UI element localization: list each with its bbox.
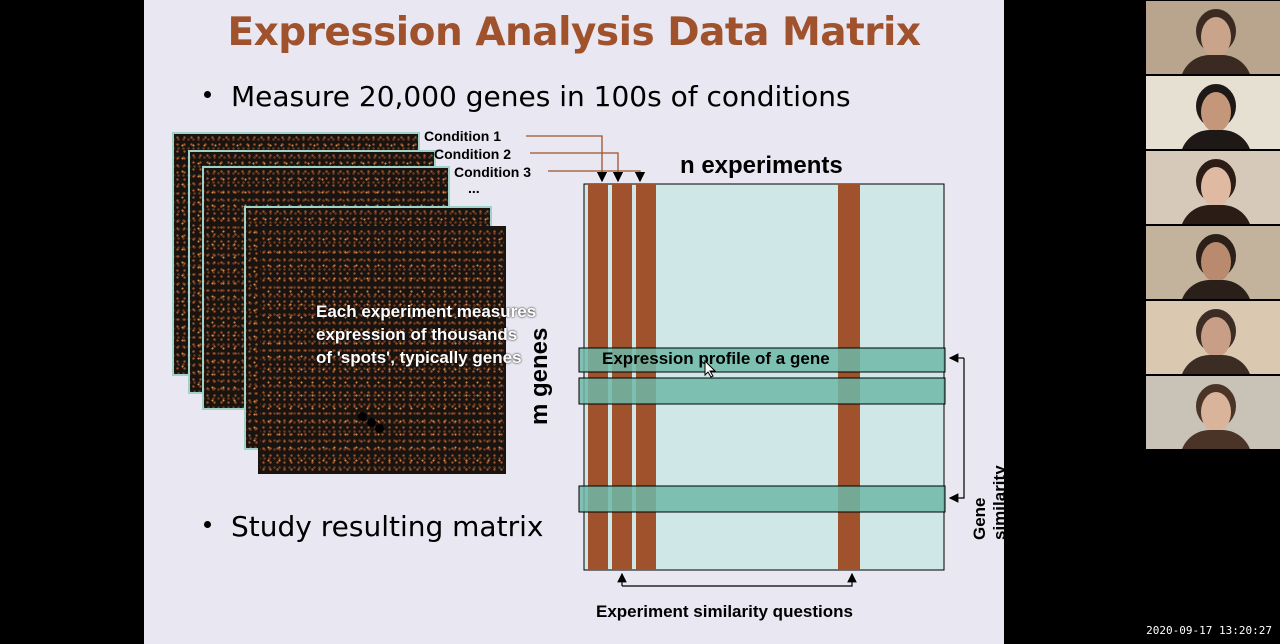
m-genes-label: m genes (526, 327, 553, 425)
matrix-column-1 (588, 184, 608, 570)
participant-face (1201, 392, 1231, 432)
participant-face (1201, 317, 1231, 357)
participant-body (1180, 205, 1252, 224)
participant-face (1201, 17, 1231, 57)
data-matrix-diagram (526, 135, 965, 587)
matrix-column-n (838, 184, 860, 570)
participant-body (1180, 55, 1252, 74)
participant-video-tile[interactable] (1146, 1, 1280, 74)
condition-3-label: Condition 3 (454, 164, 531, 180)
matrix-column-2 (612, 184, 632, 570)
matrix-row-1 (578, 347, 946, 373)
participant-video-tile[interactable] (1146, 376, 1280, 449)
bullet-measure: Measure 20,000 genes in 100s of conditio… (204, 80, 851, 113)
matrix-row-m (578, 485, 946, 513)
participant-video-tile[interactable] (1146, 76, 1280, 149)
gene-similarity-bracket (948, 358, 965, 503)
participant-face (1201, 242, 1231, 282)
gene-similarity-label: Gene similarity questions (970, 465, 1004, 540)
condition-2-label: Condition 2 (434, 146, 511, 162)
participant-face (1201, 167, 1231, 207)
participant-body (1180, 280, 1252, 299)
presentation-slide: Expression Analysis Data Matrix Measure … (144, 0, 1004, 644)
participant-video-tile[interactable] (1146, 151, 1280, 224)
participant-body (1180, 355, 1252, 374)
participant-video-tile[interactable] (1146, 301, 1280, 374)
condition-1-label: Condition 1 (424, 128, 501, 144)
condition-1-arrow (526, 135, 608, 183)
matrix-column-3 (636, 184, 656, 570)
participant-face (1201, 92, 1231, 132)
participant-body (1180, 430, 1252, 449)
condition-ellipsis: ... (468, 180, 480, 196)
slide-title: Expression Analysis Data Matrix (227, 10, 921, 55)
experiment-similarity-bracket-n (622, 572, 857, 587)
condition-2-arrow (530, 152, 624, 183)
recording-timestamp: 2020-09-17 13:20:27 (1146, 624, 1272, 637)
condition-3-arrow (548, 170, 646, 183)
stack-caption: Each experiment measures expression of t… (316, 302, 537, 367)
bullet-dot-icon (204, 90, 211, 98)
bullet-study: Study resulting matrix (204, 510, 543, 543)
experiment-similarity-label: Experiment similarity questions (596, 602, 853, 621)
participant-video-tile[interactable] (1146, 226, 1280, 299)
n-experiments-label: n experiments (680, 152, 843, 179)
matrix-row-2 (578, 377, 946, 405)
expression-profile-label: Expression profile of a gene (602, 349, 830, 368)
participant-body (1180, 130, 1252, 149)
bullet-dot-icon (204, 520, 211, 528)
more-experiments-dots-icon (358, 412, 398, 442)
mouse-pointer-icon (704, 360, 716, 378)
